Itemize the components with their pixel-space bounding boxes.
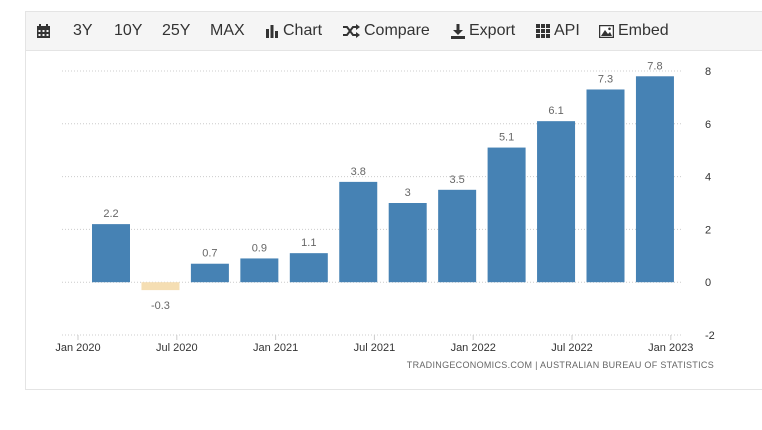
data-label: 0.7 <box>202 248 217 260</box>
data-label: 1.1 <box>301 237 316 249</box>
data-label: 3.8 <box>351 166 366 178</box>
data-label: 7.3 <box>598 73 613 85</box>
bars <box>92 76 674 291</box>
bar-q2-2020[interactable] <box>141 282 180 291</box>
bar-q3-2022[interactable] <box>586 89 625 283</box>
image-icon <box>599 24 614 38</box>
api-label: API <box>554 22 580 39</box>
data-label: 5.1 <box>499 132 514 144</box>
chart-type-button[interactable]: Chart <box>265 21 322 41</box>
shuffle-icon <box>343 24 360 38</box>
data-label: 0.9 <box>252 242 267 254</box>
range-10y-button[interactable]: 10Y <box>114 22 143 39</box>
chart-toolbar: 3Y 10Y 25Y MAX Chart Compare <box>26 12 762 51</box>
x-tick-label: Jan 2023 <box>648 342 693 354</box>
x-tick-label: Jul 2022 <box>551 342 593 354</box>
api-button[interactable]: API <box>536 21 580 41</box>
bar-q1-2021[interactable] <box>289 253 328 283</box>
compare-button[interactable]: Compare <box>342 21 430 41</box>
export-button[interactable]: Export <box>451 21 515 41</box>
range-max-button[interactable]: MAX <box>210 22 245 39</box>
source-credit: TRADINGECONOMICS.COM | AUSTRALIAN BUREAU… <box>406 360 714 370</box>
data-label: 2.2 <box>103 208 118 220</box>
y-tick-label: 6 <box>705 119 711 131</box>
bar-q3-2020[interactable] <box>190 263 229 283</box>
bar-chart-icon <box>266 25 278 38</box>
y-tick-label: 0 <box>705 277 711 289</box>
embed-label: Embed <box>618 22 669 39</box>
chart-type-label: Chart <box>283 22 323 39</box>
bar-q4-2022[interactable] <box>635 76 674 283</box>
x-tick-label: Jul 2021 <box>354 342 396 354</box>
range-3y-button[interactable]: 3Y <box>73 22 93 39</box>
y-tick-label: 2 <box>705 224 711 236</box>
y-tick-label: 4 <box>705 172 711 184</box>
bar-q2-2021[interactable] <box>339 181 378 283</box>
y-tick-label: 8 <box>705 66 711 78</box>
data-labels: 2.2 -0.3 0.7 0.9 1.1 3.8 3 3.5 5.1 6.1 7.3 7.8 <box>103 60 662 312</box>
data-label: 6.1 <box>548 105 563 117</box>
bar-q1-2022[interactable] <box>487 147 526 283</box>
x-tick-label: Jul 2020 <box>156 342 198 354</box>
data-label: -0.3 <box>151 300 170 312</box>
y-tick-label: -2 <box>705 330 715 342</box>
x-tick-label: Jan 2020 <box>55 342 100 354</box>
data-label: 3.5 <box>450 174 465 186</box>
compare-label: Compare <box>364 22 430 39</box>
y-axis: 8 6 4 2 0 -2 <box>705 66 715 342</box>
download-icon <box>451 23 465 39</box>
bar-q4-2021[interactable] <box>438 189 477 283</box>
range-25y-button[interactable]: 25Y <box>162 22 191 39</box>
x-axis: Jan 2020 Jul 2020 Jan 2021 Jul 2021 Jan 2022… <box>55 335 693 354</box>
bar-q4-2020[interactable] <box>240 258 279 283</box>
bar-q3-2021[interactable] <box>388 203 427 283</box>
export-label: Export <box>469 22 516 39</box>
x-tick-label: Jan 2022 <box>451 342 496 354</box>
grid-icon <box>536 24 550 38</box>
bar-q1-2020[interactable] <box>92 224 130 283</box>
embed-button[interactable]: Embed <box>599 21 669 41</box>
bar-q2-2022[interactable] <box>537 121 576 283</box>
chart-widget: 3Y 10Y 25Y MAX Chart Compare <box>25 11 762 390</box>
calendar-icon <box>37 23 50 38</box>
data-label: 7.8 <box>647 60 662 72</box>
data-label: 3 <box>405 187 411 199</box>
calendar-button[interactable] <box>36 21 55 41</box>
x-tick-label: Jan 2021 <box>253 342 298 354</box>
